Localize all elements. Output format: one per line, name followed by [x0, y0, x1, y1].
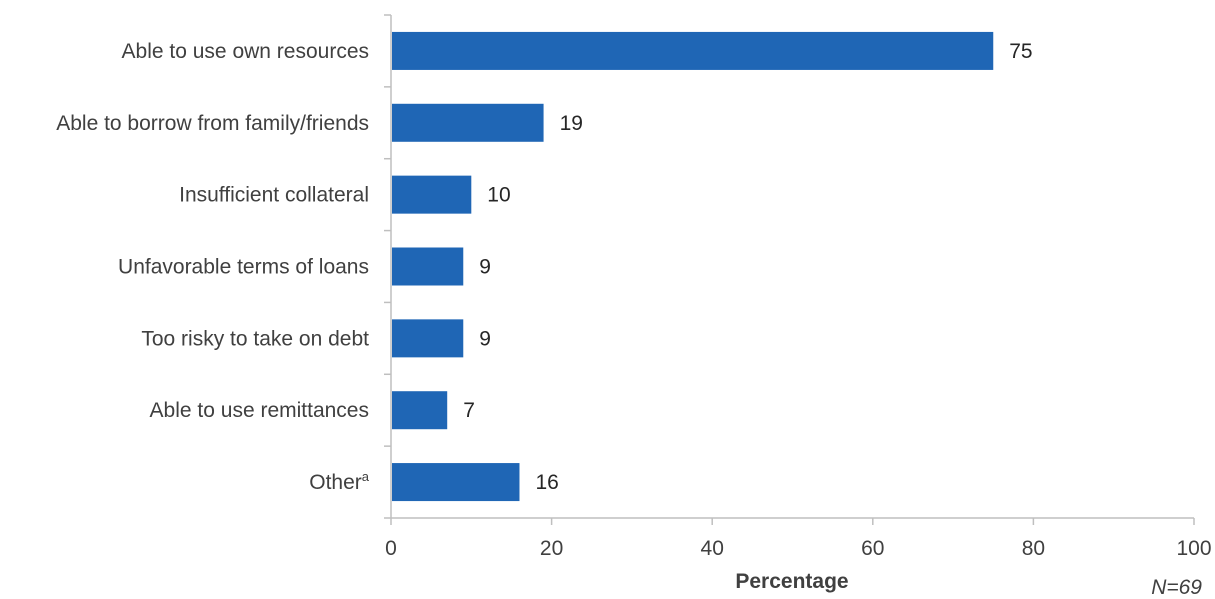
x-tick-label: 0: [385, 537, 397, 560]
data-label: 9: [479, 256, 491, 279]
bar: [392, 463, 520, 502]
bar: [392, 247, 464, 286]
bar: [392, 175, 472, 214]
x-tick-label: 60: [861, 537, 884, 560]
bar: [392, 391, 448, 430]
category-labels: Able to use own resources Able to borrow …: [56, 40, 370, 494]
x-tick-label: 80: [1022, 537, 1045, 560]
x-axis: 0 20 40 60 80 100: [385, 517, 1212, 560]
bars: [392, 31, 994, 502]
category-label: Insufficient collateral: [179, 184, 369, 207]
bar: [392, 319, 464, 358]
y-axis: [384, 14, 392, 519]
x-tick-label: 20: [540, 537, 563, 560]
bar: [392, 103, 544, 142]
data-label: 7: [463, 399, 475, 422]
category-label: Too risky to take on debt: [141, 327, 369, 350]
category-label: Othera: [309, 469, 370, 494]
x-tick-label: 100: [1176, 537, 1211, 560]
data-label: 10: [487, 184, 510, 207]
data-label: 9: [479, 327, 491, 350]
value-labels: 75 19 10 9 9 7 16: [463, 40, 1032, 494]
category-label: Able to use own resources: [122, 40, 369, 63]
category-label: Able to use remittances: [150, 399, 369, 422]
data-label: 19: [560, 112, 583, 135]
data-label: 75: [1009, 40, 1032, 63]
x-tick-label: 40: [701, 537, 724, 560]
sample-size-note: N=69: [1151, 576, 1202, 599]
category-label: Unfavorable terms of loans: [118, 256, 369, 279]
bar: [392, 31, 994, 70]
category-label: Able to borrow from family/friends: [56, 112, 369, 135]
data-label: 16: [535, 471, 558, 494]
x-axis-title: Percentage: [735, 570, 848, 593]
